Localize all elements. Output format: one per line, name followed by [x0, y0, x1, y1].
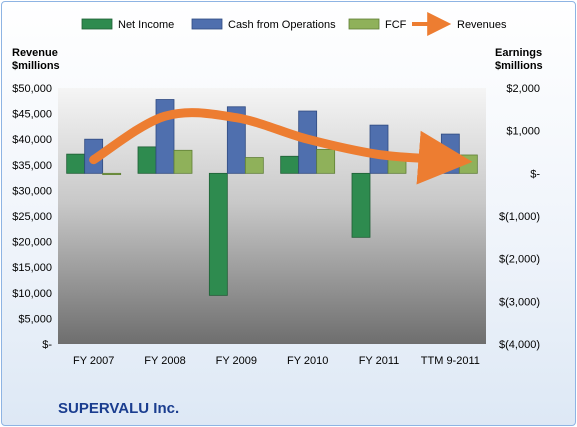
bar-net-income [137, 146, 157, 174]
legend-label-fcf: FCF [385, 19, 407, 31]
left-tick-label: $40,000 [12, 134, 52, 146]
chart-title: SUPERVALU Inc. [58, 400, 179, 417]
left-tick-label: $25,000 [12, 211, 52, 223]
right-axis-title-line2: $millions [495, 60, 543, 72]
revenues-line-group [89, 108, 473, 185]
category-label: TTM 9-2011 [421, 355, 480, 367]
legend-swatch-net-income [81, 18, 113, 30]
left-axis-title-line2: $millions [12, 60, 60, 72]
bar-net-income [422, 171, 442, 174]
revenues-line [89, 108, 473, 185]
left-tick-label: $10,000 [12, 288, 52, 300]
bar-fcf [173, 149, 193, 174]
left-tick-label: $50,000 [12, 83, 52, 95]
bar-fcf [316, 149, 336, 174]
legend-item-fcf: FCF [348, 18, 407, 31]
category-label: FY 2007 [73, 355, 114, 367]
left-tick-label: $5,000 [18, 313, 52, 325]
right-tick-label: $(1,000) [499, 211, 540, 223]
legend-swatch-cash-from-operations [191, 18, 223, 30]
right-tick-label: $(4,000) [499, 339, 540, 351]
category-label: FY 2008 [144, 355, 185, 367]
right-tick-label: $(3,000) [499, 296, 540, 308]
left-tick-label: $20,000 [12, 237, 52, 249]
legend-item-net-income: Net Income [81, 18, 174, 31]
right-tick-label: $- [530, 168, 540, 180]
legend-label-revenues: Revenues [457, 19, 507, 31]
legend: Net Income Cash from Operations FCF Reve… [81, 12, 507, 36]
bar-cash-from-operations [226, 106, 246, 174]
category-label: FY 2011 [359, 355, 400, 367]
bar-fcf [458, 154, 478, 174]
legend-label-net-income: Net Income [118, 19, 174, 31]
legend-swatch-fcf [348, 18, 380, 30]
category-label: FY 2010 [287, 355, 328, 367]
left-tick-label: $35,000 [12, 160, 52, 172]
legend-item-revenues: Revenues [412, 12, 507, 36]
right-tick-label: $(2,000) [499, 254, 540, 266]
right-tick-label: $1,000 [506, 126, 540, 138]
bar-net-income [66, 153, 86, 174]
legend-item-cash-from-operations: Cash from Operations [191, 18, 336, 31]
bar-fcf [244, 157, 264, 174]
bar-cash-from-operations [440, 133, 460, 174]
bar-fcf [102, 172, 122, 176]
category-labels: FY 2007 FY 2008 FY 2009 FY 2010 FY 2011 TTM 9… [73, 355, 480, 367]
left-tick-label: $30,000 [12, 185, 52, 197]
right-tick-label: $2,000 [506, 83, 540, 95]
right-axis-ticks: $(4,000) $(3,000) $(2,000) $(1,000) $- $1,000… [499, 83, 540, 351]
left-axis-title-line1: Revenue [12, 47, 58, 59]
left-axis-ticks: $- $5,000 $10,000 $15,000 $20,000 $25,000 $30,… [12, 83, 52, 351]
bar-net-income [208, 172, 228, 296]
left-tick-label: $45,000 [12, 109, 52, 121]
legend-label-cash-from-operations: Cash from Operations [228, 19, 336, 31]
category-label: FY 2009 [216, 355, 257, 367]
left-tick-label: $15,000 [12, 262, 52, 274]
right-axis-title-line1: Earnings [495, 47, 542, 59]
bar-net-income [351, 172, 371, 238]
left-tick-label: $- [42, 339, 52, 351]
bar-net-income [280, 155, 300, 174]
